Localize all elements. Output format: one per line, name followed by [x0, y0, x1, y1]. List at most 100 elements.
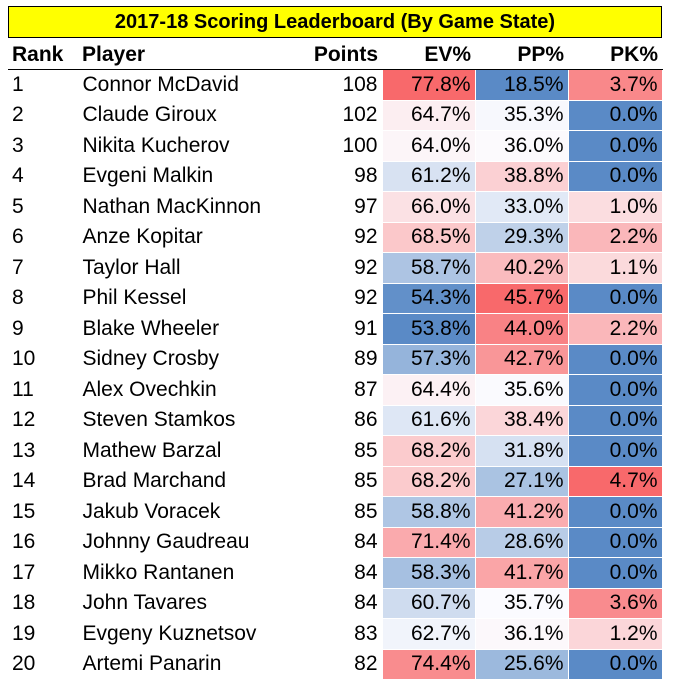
table-cell: 13	[8, 435, 79, 467]
table-body: 1 Connor McDavid 108 77.8% 18.5% 3.7% 2 Claude …	[8, 69, 663, 680]
table-row: 1 Connor McDavid 108 77.8% 18.5% 3.7%	[8, 69, 663, 101]
table-row: 7 Taylor Hall 92 58.7% 40.2% 1.1%	[8, 252, 663, 284]
table-cell: 0.0%	[568, 374, 663, 406]
column-header: Player	[78, 41, 300, 70]
table-cell: 0.0%	[568, 496, 663, 528]
table-cell: 15	[8, 496, 79, 528]
table-cell: 18	[8, 588, 79, 619]
table-cell: 4.7%	[568, 466, 663, 497]
table-cell: Brad Marchand	[78, 466, 301, 497]
table-cell: 71.4%	[382, 527, 476, 558]
table-cell: 29.3%	[475, 222, 569, 253]
table-cell: 1.0%	[568, 191, 663, 223]
table-cell: 4	[8, 161, 79, 192]
table-row: 9 Blake Wheeler 91 53.8% 44.0% 2.2%	[8, 313, 663, 345]
table-cell: Johnny Gaudreau	[78, 527, 301, 558]
table-cell: 2.2%	[568, 313, 663, 345]
table-cell: 12	[8, 405, 79, 436]
table-cell: 85	[300, 435, 383, 467]
table-cell: 3	[8, 130, 79, 162]
column-header: Points	[300, 41, 382, 70]
table-cell: 84	[300, 557, 383, 589]
table-cell: 97	[300, 191, 383, 223]
table-cell: 68.5%	[382, 222, 476, 253]
table-cell: 40.2%	[475, 252, 569, 284]
table-row: 16 Johnny Gaudreau 84 71.4% 28.6% 0.0%	[8, 527, 663, 558]
table-cell: 20	[8, 649, 79, 680]
table-cell: 38.4%	[475, 405, 569, 436]
table-cell: Alex Ovechkin	[78, 374, 301, 406]
table-cell: 36.0%	[475, 130, 569, 162]
table-cell: 3.7%	[568, 69, 663, 101]
table-cell: 28.6%	[475, 527, 569, 558]
table-cell: 0.0%	[568, 557, 663, 589]
table-row: 3 Nikita Kucherov 100 64.0% 36.0% 0.0%	[8, 130, 663, 162]
table-cell: Evgeny Kuznetsov	[78, 618, 301, 650]
table-cell: Nikita Kucherov	[78, 130, 301, 162]
table-cell: 35.7%	[475, 588, 569, 619]
table-cell: 57.3%	[382, 344, 476, 375]
table-cell: 91	[300, 313, 383, 345]
table-cell: 102	[300, 100, 383, 131]
table-cell: Sidney Crosby	[78, 344, 301, 375]
table-row: 18 John Tavares 84 60.7% 35.7% 3.6%	[8, 588, 663, 619]
table-cell: 0.0%	[568, 344, 663, 375]
table-cell: 86	[300, 405, 383, 436]
table-cell: 19	[8, 618, 79, 650]
table-cell: 54.3%	[382, 283, 476, 314]
table-cell: 2	[8, 100, 79, 131]
table-row: 14 Brad Marchand 85 68.2% 27.1% 4.7%	[8, 466, 663, 497]
column-header: PK%	[568, 41, 662, 70]
table-cell: 17	[8, 557, 79, 589]
table-cell: 0.0%	[568, 130, 663, 162]
table-cell: 0.0%	[568, 161, 663, 192]
table-cell: 60.7%	[382, 588, 476, 619]
table-cell: 36.1%	[475, 618, 569, 650]
table-row: 5 Nathan MacKinnon 97 66.0% 33.0% 1.0%	[8, 191, 663, 223]
table-cell: 41.2%	[475, 496, 569, 528]
table-cell: Phil Kessel	[78, 283, 301, 314]
table-cell: 1.2%	[568, 618, 663, 650]
table-cell: 87	[300, 374, 383, 406]
table-cell: 1.1%	[568, 252, 663, 284]
table-cell: 41.7%	[475, 557, 569, 589]
table-cell: Blake Wheeler	[78, 313, 301, 345]
table-cell: 6	[8, 222, 79, 253]
table-cell: 84	[300, 588, 383, 619]
table-cell: 61.6%	[382, 405, 476, 436]
table-row: 20 Artemi Panarin 82 74.4% 25.6% 0.0%	[8, 649, 663, 680]
table-cell: 45.7%	[475, 283, 569, 314]
table-cell: 85	[300, 496, 383, 528]
table-cell: 27.1%	[475, 466, 569, 497]
table-cell: 7	[8, 252, 79, 284]
table-cell: Connor McDavid	[78, 69, 301, 101]
table-cell: Anze Kopitar	[78, 222, 301, 253]
table-cell: 16	[8, 527, 79, 558]
table-cell: 85	[300, 466, 383, 497]
table-cell: 68.2%	[382, 435, 476, 467]
table-row: 4 Evgeni Malkin 98 61.2% 38.8% 0.0%	[8, 161, 663, 192]
table-cell: 5	[8, 191, 79, 223]
table-cell: 89	[300, 344, 383, 375]
table-row: 12 Steven Stamkos 86 61.6% 38.4% 0.0%	[8, 405, 663, 436]
table-cell: 74.4%	[382, 649, 476, 680]
table-cell: 33.0%	[475, 191, 569, 223]
table-cell: 68.2%	[382, 466, 476, 497]
title: 2017-18 Scoring Leaderboard (By Game Sta…	[8, 6, 662, 38]
header-row: Rank Player Points EV% PP% PK%	[8, 41, 662, 70]
table-cell: 61.2%	[382, 161, 476, 192]
table: Rank Player Points EV% PP% PK% 1 Connor McDavi…	[8, 41, 663, 680]
table-cell: 31.8%	[475, 435, 569, 467]
table-row: 6 Anze Kopitar 92 68.5% 29.3% 2.2%	[8, 222, 663, 253]
table-cell: 64.0%	[382, 130, 476, 162]
table-cell: Nathan MacKinnon	[78, 191, 301, 223]
table-cell: 42.7%	[475, 344, 569, 375]
table-row: 2 Claude Giroux 102 64.7% 35.3% 0.0%	[8, 100, 663, 131]
table-cell: 53.8%	[382, 313, 476, 345]
table-cell: 0.0%	[568, 100, 663, 131]
table-cell: 25.6%	[475, 649, 569, 680]
table-cell: 66.0%	[382, 191, 476, 223]
table-cell: 8	[8, 283, 79, 314]
table-cell: 98	[300, 161, 383, 192]
